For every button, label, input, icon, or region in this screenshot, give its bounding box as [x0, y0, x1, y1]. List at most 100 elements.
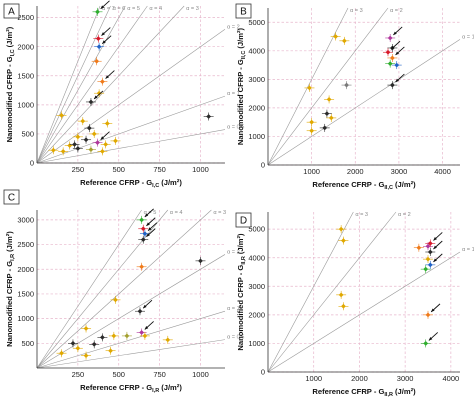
y-tick-label: 2000: [17, 265, 34, 274]
data-point: [67, 143, 73, 148]
data-point: [341, 38, 347, 44]
ratio-line: [267, 211, 397, 373]
ratio-line: [36, 129, 226, 164]
x-axis-label: Reference CFRP - GI,R (J/m²): [80, 383, 182, 394]
panel-letter-box: [235, 3, 252, 19]
ratio-line-label: α = 3: [350, 8, 363, 14]
data-point: [137, 308, 143, 314]
x-tick-label: 750: [153, 370, 166, 379]
pointer-arrowhead: [101, 32, 105, 36]
data-point: [326, 96, 332, 102]
x-axis-label: Reference CFRP - GI,C (J/m²): [80, 178, 182, 189]
y-tick-label: 0: [30, 159, 34, 168]
data-point: [95, 9, 100, 15]
y-axis-label-main: Nanomodified CFRP - G: [5, 56, 14, 142]
y-axis-label-unit: (J/m²): [236, 27, 245, 48]
ratio-line: [36, 95, 226, 164]
data-point: [139, 330, 145, 335]
y-axis-label-sub: I,R: [10, 254, 16, 261]
data-point: [95, 36, 101, 41]
ratio-line: [36, 209, 142, 369]
y-tick-label: 0: [261, 368, 265, 377]
ratio-line-label: α = 3: [213, 210, 226, 216]
data-point: [344, 82, 349, 88]
pointer-arrowhead: [395, 51, 399, 56]
x-axis-label-main: Reference CFRP - G: [80, 383, 152, 392]
y-tick-label: 5000: [248, 225, 265, 234]
pointer-arrowhead: [391, 45, 395, 50]
x-tick-label: 3000: [397, 374, 414, 383]
ratio-line: [36, 29, 226, 164]
data-point: [59, 350, 64, 356]
ratio-line-label: α = 2: [227, 249, 240, 255]
data-point: [70, 340, 76, 346]
data-point: [103, 141, 109, 147]
ratio-line-label: α = 1: [462, 247, 474, 253]
panel-letter-box: [3, 3, 20, 19]
y-tick-label: 1000: [17, 314, 34, 323]
y-tick-label: 4000: [248, 46, 265, 55]
data-point: [99, 79, 105, 84]
data-point: [99, 148, 105, 154]
data-point: [75, 345, 81, 351]
ratio-line: [267, 211, 354, 373]
ratio-line: [36, 5, 126, 164]
data-point: [59, 112, 64, 118]
pointer-arrowhead: [433, 237, 437, 241]
data-point: [83, 353, 89, 359]
data-point: [91, 131, 97, 137]
x-tick-label: 4000: [434, 167, 451, 176]
data-point: [333, 34, 339, 39]
pointer-arrowhead: [431, 308, 435, 313]
x-axis-label: Reference CFRP - GII,C (J/m²): [312, 180, 416, 191]
pointer-arrowhead: [144, 213, 149, 218]
ratio-line-label: α = 6: [113, 6, 126, 12]
y-tick-label: 1000: [248, 339, 265, 348]
x-tick-label: 500: [112, 370, 125, 379]
panel-letter-box: [235, 212, 252, 228]
y-tick-label: 2000: [248, 310, 265, 319]
data-point: [423, 341, 429, 346]
panel-letter: D: [240, 216, 247, 227]
data-point: [322, 125, 328, 131]
ratio-line: [36, 310, 226, 369]
pointer-arrowhead: [147, 227, 152, 231]
data-point: [72, 141, 77, 147]
x-tick-label: 250: [72, 165, 85, 174]
data-point: [111, 333, 117, 339]
data-point: [139, 217, 145, 223]
x-tick-label: 1000: [192, 165, 209, 174]
data-point: [416, 245, 422, 251]
data-point: [165, 337, 171, 343]
x-axis-label-main: Reference CFRP - G: [80, 178, 152, 187]
pointer-arrowhead: [100, 5, 105, 10]
ratio-line: [36, 209, 212, 369]
data-point: [75, 146, 81, 151]
ratio-line: [36, 209, 169, 369]
ratio-line-label: α = 3: [355, 212, 368, 218]
x-tick-label: 3000: [391, 167, 408, 176]
ratio-line: [267, 251, 461, 373]
y-tick-label: 3000: [248, 282, 265, 291]
y-tick-label: 4000: [248, 253, 265, 262]
pointer-arrowhead: [102, 40, 106, 44]
data-point: [94, 58, 100, 64]
data-point: [309, 128, 315, 134]
y-axis-label: Nanomodified CFRP - GII,C (J/m²): [236, 27, 247, 145]
data-point: [387, 35, 393, 41]
data-point: [142, 231, 148, 237]
data-point: [99, 334, 105, 340]
data-point: [427, 241, 433, 246]
data-point: [341, 238, 346, 243]
y-axis-label-main: Nanomodified CFRP - G: [236, 59, 245, 145]
data-point: [425, 256, 431, 262]
data-point: [113, 138, 118, 144]
ratio-line-label: α = 2: [398, 212, 411, 218]
data-point: [91, 341, 97, 347]
ratio-line-label: α = 4: [170, 210, 183, 216]
ratio-line: [36, 254, 226, 369]
data-point: [140, 237, 146, 243]
x-axis-label-sub: II,R: [384, 392, 393, 398]
pointer-arrowhead: [100, 136, 105, 140]
